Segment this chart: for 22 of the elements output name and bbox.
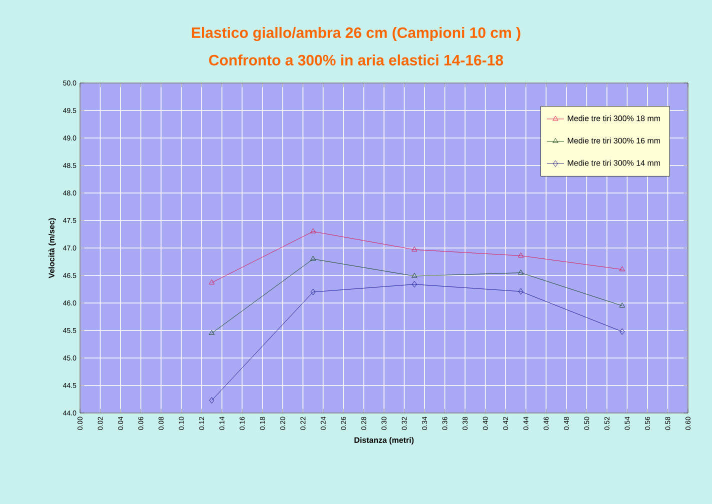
chart-title: Elastico giallo/ambra 26 cm (Campioni 10 cm ) <box>192 26 520 42</box>
point <box>310 228 316 234</box>
point <box>208 279 215 284</box>
point <box>518 252 524 258</box>
point <box>310 256 316 261</box>
x-axis-title: Distanza (metri) <box>354 437 414 444</box>
point <box>620 328 625 335</box>
chart-subtitle: Confronto a 300% in aria elastici 14-16-18 <box>209 54 504 66</box>
point <box>518 288 524 295</box>
point <box>412 246 418 252</box>
legend-label: Medie tre tiri 300% 14 mm <box>568 160 660 166</box>
legend-label: Medie tre tiri 300% 18 mm <box>568 115 660 122</box>
point <box>619 266 625 272</box>
point <box>310 288 316 296</box>
point <box>209 397 214 404</box>
point <box>412 272 418 278</box>
point <box>412 281 417 288</box>
point <box>208 330 215 335</box>
point <box>619 302 625 308</box>
y-axis-title: Velocità (m/sec) <box>48 218 56 278</box>
legend-label: Medie tre tiri 300% 16 mm <box>568 138 660 144</box>
point <box>518 270 524 274</box>
